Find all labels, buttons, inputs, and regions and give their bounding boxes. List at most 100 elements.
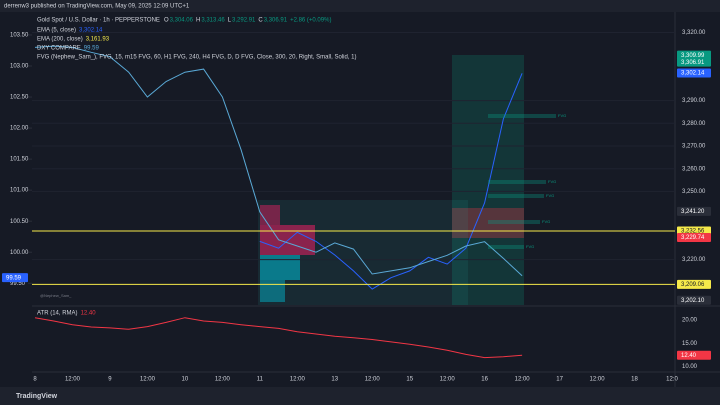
y-tick-label: 3,260.00	[682, 166, 706, 172]
x-tick-label: 12:00	[215, 377, 231, 383]
fvg-zone	[488, 180, 546, 184]
ohlc-text: O	[164, 18, 169, 24]
x-tick-label: 12:00	[365, 377, 381, 383]
watermark: @Nephew_Sam_	[40, 293, 72, 298]
ohlc-text: 3,306.91	[264, 18, 288, 24]
price-tag	[677, 50, 711, 60]
legend-name: EMA (5, close)	[37, 28, 76, 34]
y2-tick-label: 102.00	[10, 126, 29, 132]
x-tick-label: 16	[481, 377, 488, 383]
price-tag	[677, 206, 711, 216]
fvg-label: FVG	[548, 179, 556, 184]
price-tag-label: 3,306.91	[681, 60, 705, 66]
price-tag-label: 3,241.20	[681, 209, 705, 215]
footer-bar	[0, 387, 720, 405]
price-tag-label: 3,302.14	[681, 71, 705, 77]
price-tag-label: 3,202.10	[681, 298, 705, 304]
x-tick-label: 12:0	[666, 377, 678, 383]
price-tag	[2, 273, 28, 283]
profile-bar	[260, 280, 285, 302]
x-tick-label: 12:00	[140, 377, 156, 383]
profile-bar	[260, 255, 300, 280]
fvg-zone	[488, 114, 556, 118]
x-tick-label: 17	[556, 377, 563, 383]
legend-value: 12.40	[81, 311, 97, 317]
price-tag	[677, 57, 711, 67]
price-tag	[677, 295, 711, 305]
legend-name: FVG (Nephew_Sam_), FVG, 15, m15 FVG, 60,…	[37, 55, 356, 61]
y-tick-label: 15.00	[682, 341, 698, 347]
ohlc-text: H	[196, 18, 200, 24]
fvg-zone	[488, 220, 540, 224]
x-tick-label: 12:00	[65, 377, 81, 383]
x-tick-label: 10	[182, 377, 189, 383]
x-tick-label: 8	[33, 377, 37, 383]
y2-tick-label: 102.50	[10, 95, 29, 101]
x-tick-label: 18	[631, 377, 638, 383]
ohlc-text: 3,292.91	[232, 18, 256, 24]
y-tick-label: 3,290.00	[682, 98, 706, 104]
legend-value: 99.59	[84, 46, 100, 52]
legend-value: 3,161.93	[86, 37, 110, 43]
y2-tick-label: 103.50	[10, 33, 29, 39]
header: derrenw3 published on TradingView.com, M…	[4, 4, 190, 10]
x-tick-label: 12:00	[590, 377, 606, 383]
x-tick-label: 13	[331, 377, 338, 383]
x-tick-label: 12:00	[290, 377, 306, 383]
stop-zone	[452, 208, 524, 238]
series-line	[34, 317, 523, 359]
x-tick-label: 11	[257, 377, 264, 383]
ohlc-text: 3,313.46	[201, 18, 225, 24]
x-tick-label: 12:00	[440, 377, 456, 383]
y2-tick-label: 103.00	[10, 64, 29, 70]
fvg-label: FVG	[526, 244, 534, 249]
price-tag	[677, 350, 711, 360]
ohlc-text: L	[228, 18, 232, 24]
profile-bar	[260, 205, 280, 225]
ohlc-text: C	[258, 18, 263, 24]
price-tag-label: 99.59	[6, 275, 22, 281]
price-tag	[677, 232, 711, 242]
ohlc-text: 3,304.06	[170, 18, 194, 24]
y-tick-label: 3,220.00	[682, 257, 706, 263]
fvg-label: FVG	[546, 193, 554, 198]
price-tag-label: 3,232.56	[681, 229, 705, 235]
x-tick-label: 15	[406, 377, 413, 383]
price-tag	[677, 279, 711, 289]
legend-name: EMA (200, close)	[37, 37, 83, 43]
price-tag-label: 12.40	[681, 353, 697, 359]
fvg-label: FVG	[542, 219, 550, 224]
fvg-zone	[488, 245, 524, 249]
ohlc-text: +2.86 (+0.09%)	[290, 18, 331, 24]
y-tick-label: 3,280.00	[682, 121, 706, 127]
y2-tick-label: 100.50	[10, 219, 29, 225]
legend-name: ATR (14, RMA)	[37, 311, 78, 317]
y-tick-label: 3,320.00	[682, 30, 706, 36]
x-tick-label: 12:00	[515, 377, 531, 383]
volume-profile	[260, 205, 315, 302]
price-tag-label: 3,209.06	[681, 282, 705, 288]
y-tick-label: 3,270.00	[682, 144, 706, 150]
y2-tick-label: 99.50	[10, 281, 26, 287]
series-line	[34, 45, 523, 277]
y-tick-label: 3,250.00	[682, 189, 706, 195]
price-tag-label: 3,229.74	[681, 235, 705, 241]
series-line	[259, 73, 523, 290]
price-tag	[677, 68, 711, 78]
x-tick-label: 9	[108, 377, 112, 383]
y-tick-label: 10.00	[682, 364, 698, 370]
y-tick-label: 20.00	[682, 318, 698, 324]
fvg-label: FVG	[558, 113, 566, 118]
y2-tick-label: 101.00	[10, 188, 29, 194]
header-bar	[0, 0, 720, 12]
fvg-zone	[488, 194, 544, 198]
legend-value: 3,302.14	[79, 28, 103, 34]
y2-tick-label: 100.00	[10, 250, 29, 256]
legend-name: DXY COMPARE	[37, 46, 81, 52]
y2-tick-label: 101.50	[10, 157, 29, 163]
footer: TradingView	[16, 393, 58, 400]
price-tag-label: 3,309.99	[681, 53, 705, 59]
legend-title: Gold Spot / U.S. Dollar · 1h · PEPPERSTO…	[37, 18, 160, 24]
